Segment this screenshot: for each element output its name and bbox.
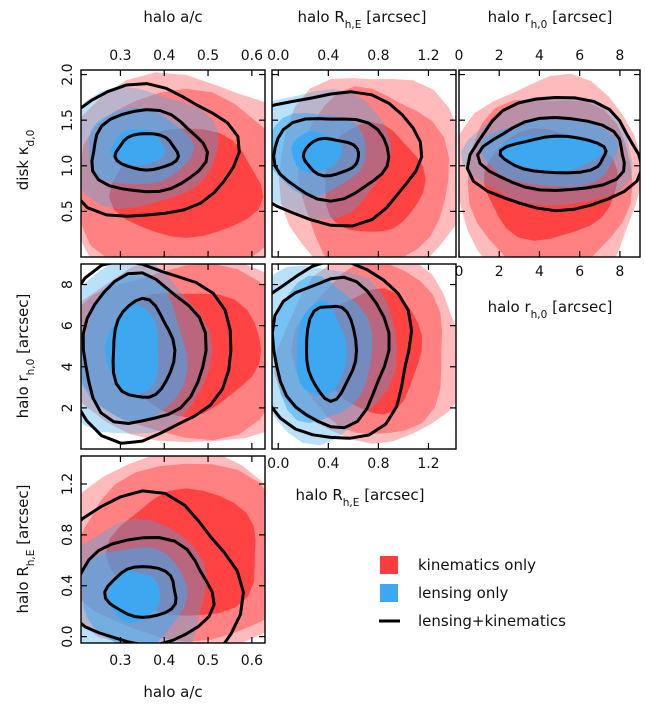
top-x-ac-label: halo a/c bbox=[143, 8, 202, 26]
lensing-region-1 bbox=[105, 303, 158, 395]
x-tick-label: 0 bbox=[455, 264, 464, 280]
panel-rh0-vs-ac: 2 4 6 8 bbox=[60, 263, 266, 450]
x-tick-label: 0.4 bbox=[153, 48, 175, 64]
legend-swatch-lens bbox=[380, 584, 398, 602]
joint-contour-2 bbox=[81, 536, 216, 643]
lensing-region-1 bbox=[501, 134, 603, 172]
panel-kd0-vs-rh0: 0 2 4 6 8 0 2 4 6 8 bbox=[455, 48, 641, 280]
x-tick-label: 0 bbox=[455, 48, 464, 64]
x-tick-label: 0.0 bbox=[267, 456, 289, 472]
x-tick-label: 0.6 bbox=[241, 48, 263, 64]
y-tick-label: 6 bbox=[60, 321, 76, 330]
joint-contour-2 bbox=[90, 108, 209, 194]
y-tick-label: 0.5 bbox=[60, 200, 76, 222]
panel-rh0-vs-RhE: 0.0 0.4 0.8 1.2 bbox=[267, 263, 457, 472]
joint-contour-3 bbox=[272, 90, 424, 228]
x-tick-label: 1.2 bbox=[417, 456, 439, 472]
y-rh0-label: halo rh,0 [arcsec] bbox=[14, 294, 37, 419]
right-x-rh0-label: halo rh,0 [arcsec] bbox=[488, 298, 613, 321]
x-tick-label: 6 bbox=[575, 48, 584, 64]
panel-frame bbox=[458, 69, 641, 258]
x-tick-label: 0.0 bbox=[267, 48, 289, 64]
joint-contour-3 bbox=[272, 264, 414, 440]
x-tick-label: 0.5 bbox=[197, 48, 219, 64]
x-tick-label: 2 bbox=[495, 264, 504, 280]
legend: kinematics only lensing only lensing+kinem… bbox=[379, 556, 566, 630]
x-tick-label: 0.6 bbox=[241, 653, 263, 669]
y-tick-label: 4 bbox=[60, 362, 76, 371]
legend-label-both: lensing+kinematics bbox=[418, 612, 566, 630]
x-tick-label: 8 bbox=[615, 264, 624, 280]
joint-contour-3 bbox=[81, 264, 233, 445]
panel-frame bbox=[80, 455, 266, 644]
joint-contour-1 bbox=[113, 132, 180, 172]
x-tick-label: 0.4 bbox=[153, 653, 175, 669]
y-RhE-label: halo Rh,E [arcsec] bbox=[14, 485, 37, 614]
panel-kd0-vs-ac: 0.3 0.4 0.5 0.6 0.5 1.0 1.5 2.0 bbox=[60, 48, 266, 258]
x-tick-label: 4 bbox=[535, 264, 544, 280]
joint-contour-1 bbox=[103, 565, 178, 619]
y-kd0-label: disk κd,0 bbox=[14, 130, 37, 191]
top-x-rh0-label: halo rh,0 [arcsec] bbox=[488, 8, 613, 31]
joint-contour-3 bbox=[465, 96, 640, 213]
y-tick-label: 1.0 bbox=[60, 155, 76, 177]
x-tick-label: 4 bbox=[535, 48, 544, 64]
joint-contour-1 bbox=[305, 304, 358, 403]
y-tick-label: 1.2 bbox=[60, 473, 76, 495]
bottom-x-ac-label: halo a/c bbox=[143, 683, 202, 701]
joint-contour-1 bbox=[301, 136, 360, 178]
x-tick-label: 2 bbox=[495, 48, 504, 64]
lensing-region-1 bbox=[110, 129, 166, 166]
y-tick-label: 2.0 bbox=[60, 63, 76, 85]
joint-contour-1 bbox=[498, 134, 608, 175]
x-tick-label: 1.2 bbox=[417, 48, 439, 64]
x-tick-label: 0.4 bbox=[317, 48, 339, 64]
y-tick-label: 0.4 bbox=[60, 575, 76, 597]
panel-RhE-vs-ac: 0.3 0.4 0.5 0.6 0.0 0.4 0.8 1.2 bbox=[60, 455, 266, 669]
joint-contour-2 bbox=[272, 117, 391, 203]
legend-swatch-kin bbox=[380, 556, 398, 574]
mid-x-RhE-label: halo Rh,E [arcsec] bbox=[296, 486, 425, 509]
legend-label-lens: lensing only bbox=[418, 584, 509, 602]
joint-contour-2 bbox=[81, 271, 208, 425]
legend-label-kin: kinematics only bbox=[418, 556, 536, 574]
panel-frame bbox=[80, 69, 266, 258]
y-tick-label: 2 bbox=[60, 403, 76, 412]
top-x-RhE-label: halo Rh,E [arcsec] bbox=[298, 8, 427, 31]
lensing-region-1 bbox=[291, 131, 342, 173]
x-tick-label: 6 bbox=[575, 264, 584, 280]
y-tick-label: 0.8 bbox=[60, 524, 76, 546]
y-tick-label: 1.5 bbox=[60, 109, 76, 131]
joint-contour-3 bbox=[81, 489, 245, 643]
x-tick-label: 0.8 bbox=[367, 456, 389, 472]
panel-frame bbox=[271, 263, 457, 450]
x-tick-label: 0.8 bbox=[367, 48, 389, 64]
x-tick-label: 0.4 bbox=[317, 456, 339, 472]
x-tick-label: 0.5 bbox=[197, 653, 219, 669]
panel-kd0-vs-RhE: 0.0 0.4 0.8 1.2 bbox=[267, 48, 457, 258]
x-tick-label: 0.3 bbox=[109, 653, 131, 669]
joint-contour-3 bbox=[81, 82, 241, 218]
x-tick-label: 0.3 bbox=[109, 48, 131, 64]
joint-contour-1 bbox=[111, 296, 177, 399]
y-tick-label: 0.0 bbox=[60, 626, 76, 648]
panel-frame bbox=[271, 69, 457, 258]
panel-frame bbox=[80, 263, 266, 450]
y-tick-label: 8 bbox=[60, 280, 76, 289]
joint-contour-2 bbox=[272, 275, 391, 430]
joint-contour-2 bbox=[476, 116, 626, 192]
x-tick-label: 8 bbox=[615, 48, 624, 64]
